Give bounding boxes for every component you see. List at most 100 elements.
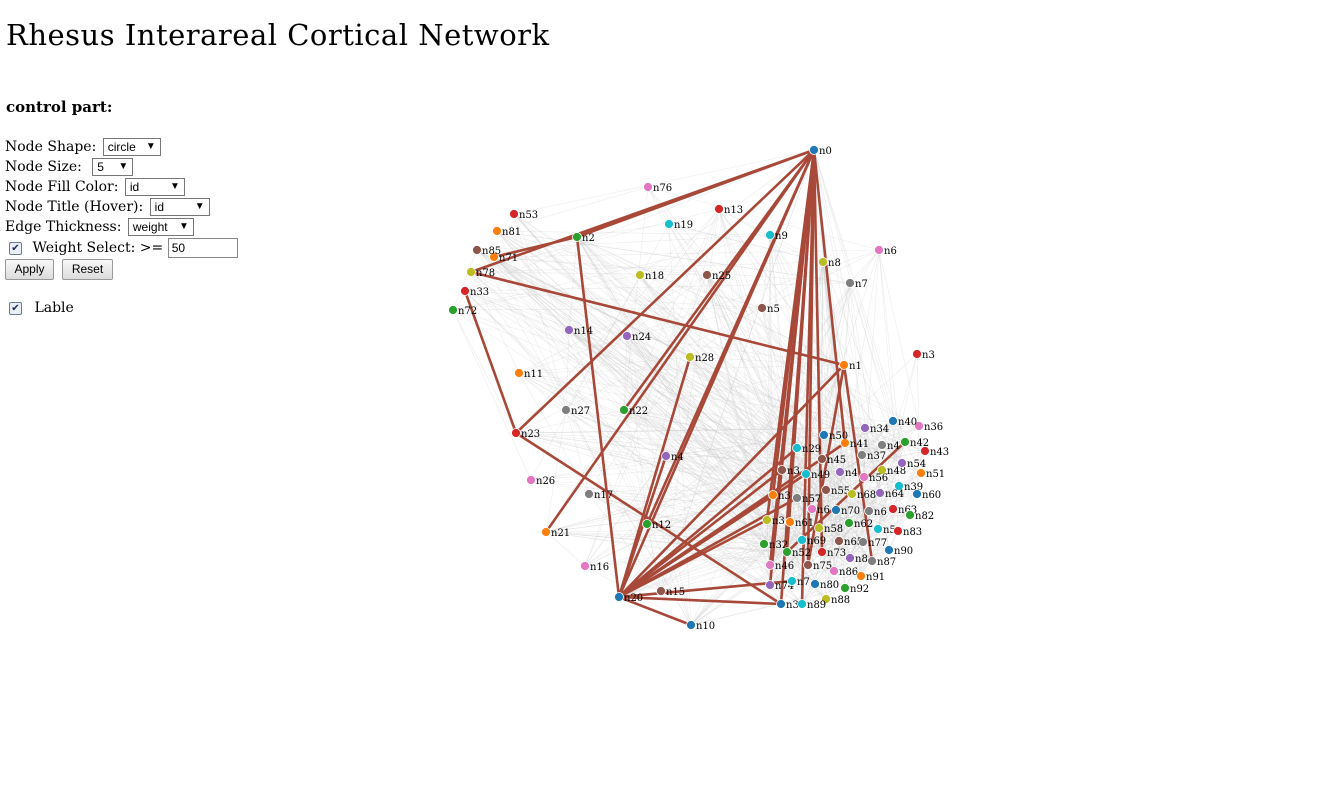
graph-node[interactable]: [635, 270, 645, 280]
graph-node[interactable]: [614, 592, 624, 602]
graph-node[interactable]: [859, 472, 869, 482]
graph-node[interactable]: [914, 421, 924, 431]
graph-node[interactable]: [856, 571, 866, 581]
graph-node[interactable]: [810, 579, 820, 589]
graph-node[interactable]: [900, 437, 910, 447]
edge-thickness-select[interactable]: weight ▼: [127, 218, 194, 236]
graph-node[interactable]: [572, 232, 582, 242]
graph-node[interactable]: [920, 446, 930, 456]
graph-node[interactable]: [642, 519, 652, 529]
graph-node[interactable]: [809, 145, 819, 155]
graph-node[interactable]: [814, 523, 824, 533]
graph-node[interactable]: [817, 454, 827, 464]
graph-node[interactable]: [877, 440, 887, 450]
graph-node[interactable]: [912, 349, 922, 359]
graph-node[interactable]: [619, 405, 629, 415]
graph-node[interactable]: [916, 468, 926, 478]
graph-node[interactable]: [765, 580, 775, 590]
graph-node[interactable]: [845, 278, 855, 288]
graph-node[interactable]: [792, 443, 802, 453]
graph-node[interactable]: [797, 535, 807, 545]
graph-node[interactable]: [893, 526, 903, 536]
graph-node[interactable]: [448, 305, 458, 315]
reset-button[interactable]: Reset: [62, 259, 113, 280]
graph-node[interactable]: [835, 467, 845, 477]
graph-node[interactable]: [894, 481, 904, 491]
graph-node[interactable]: [877, 465, 887, 475]
graph-node[interactable]: [509, 209, 519, 219]
graph-node[interactable]: [884, 545, 894, 555]
graph-node[interactable]: [839, 360, 849, 370]
graph-node[interactable]: [888, 416, 898, 426]
graph-node[interactable]: [664, 219, 674, 229]
graph-node[interactable]: [489, 252, 499, 262]
graph-node[interactable]: [702, 270, 712, 280]
graph-node[interactable]: [845, 553, 855, 563]
graph-node[interactable]: [526, 475, 536, 485]
graph-node[interactable]: [759, 539, 769, 549]
graph-node[interactable]: [622, 331, 632, 341]
graph-node[interactable]: [472, 245, 482, 255]
graph-node[interactable]: [541, 527, 551, 537]
node-title-select[interactable]: id ▼: [149, 198, 210, 216]
graph-node[interactable]: [860, 423, 870, 433]
graph-node[interactable]: [765, 230, 775, 240]
graph-node[interactable]: [762, 515, 772, 525]
node-fill-select[interactable]: id ▼: [124, 178, 185, 196]
graph-node[interactable]: [801, 469, 811, 479]
graph-node[interactable]: [875, 488, 885, 498]
graph-node[interactable]: [765, 560, 775, 570]
graph-node[interactable]: [818, 257, 828, 267]
graph-node[interactable]: [797, 599, 807, 609]
graph-node[interactable]: [686, 620, 696, 630]
graph-node[interactable]: [514, 368, 524, 378]
graph-node[interactable]: [685, 352, 695, 362]
graph-node[interactable]: [840, 583, 850, 593]
graph-node[interactable]: [768, 490, 778, 500]
graph-node[interactable]: [864, 506, 874, 516]
graph-node[interactable]: [661, 451, 671, 461]
graph-node[interactable]: [460, 286, 470, 296]
graph-node[interactable]: [466, 267, 476, 277]
graph-node[interactable]: [819, 430, 829, 440]
node-size-select[interactable]: 5 ▼: [92, 158, 134, 176]
graph-node[interactable]: [847, 489, 857, 499]
lable-checkbox[interactable]: ✔: [9, 301, 22, 315]
graph-node[interactable]: [807, 504, 817, 514]
graph-node[interactable]: [584, 489, 594, 499]
graph-node[interactable]: [888, 504, 898, 514]
graph-node[interactable]: [831, 505, 841, 515]
graph-node[interactable]: [561, 405, 571, 415]
graph-node[interactable]: [492, 226, 502, 236]
weight-threshold-input[interactable]: 50: [167, 238, 238, 258]
graph-node[interactable]: [564, 325, 574, 335]
graph-node[interactable]: [776, 599, 786, 609]
graph-node[interactable]: [511, 428, 521, 438]
graph-node[interactable]: [787, 576, 797, 586]
graph-node[interactable]: [792, 493, 802, 503]
graph-node[interactable]: [844, 518, 854, 528]
graph-node[interactable]: [817, 547, 827, 557]
graph-node[interactable]: [656, 586, 666, 596]
graph-node[interactable]: [912, 489, 922, 499]
graph-node[interactable]: [857, 450, 867, 460]
graph-node[interactable]: [777, 465, 787, 475]
graph-node[interactable]: [905, 510, 915, 520]
graph-node[interactable]: [714, 204, 724, 214]
graph-node[interactable]: [897, 458, 907, 468]
apply-button[interactable]: Apply: [5, 259, 54, 280]
graph-node[interactable]: [873, 524, 883, 534]
graph-node[interactable]: [874, 245, 884, 255]
graph-node[interactable]: [840, 438, 850, 448]
graph-node[interactable]: [785, 517, 795, 527]
graph-node[interactable]: [858, 537, 868, 547]
node-shape-select[interactable]: circle ▼: [102, 138, 161, 156]
graph-node[interactable]: [821, 594, 831, 604]
graph-node[interactable]: [834, 536, 844, 546]
graph-node[interactable]: [782, 547, 792, 557]
weight-select-checkbox[interactable]: ✔: [9, 241, 22, 255]
graph-node[interactable]: [643, 182, 653, 192]
graph-node[interactable]: [867, 556, 877, 566]
graph-node[interactable]: [829, 566, 839, 576]
